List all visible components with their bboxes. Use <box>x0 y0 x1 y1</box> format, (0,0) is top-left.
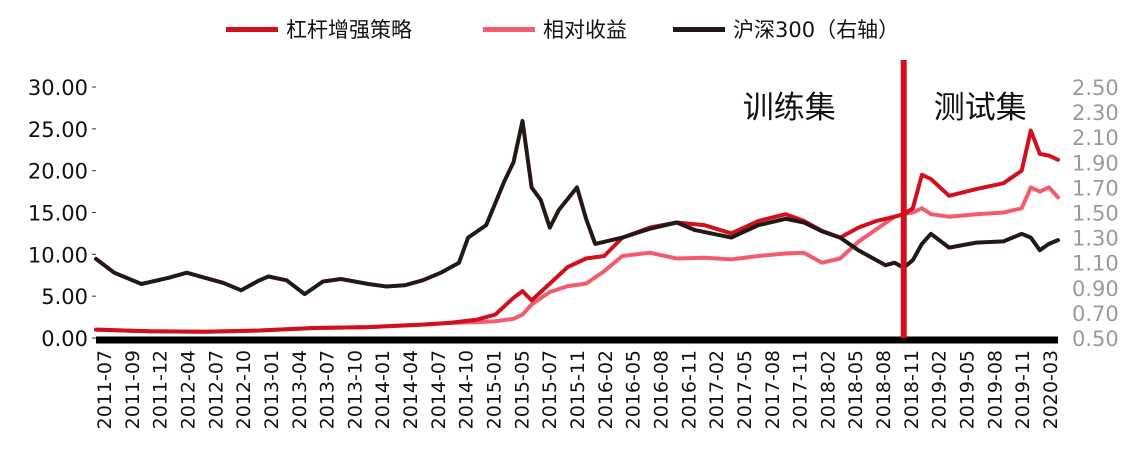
right-tick-label: 2.10 <box>1072 126 1119 150</box>
right-tick-label: 1.30 <box>1072 227 1119 251</box>
x-tick-label: 2017-11 <box>790 350 812 429</box>
right-tick-label: 1.10 <box>1072 252 1119 276</box>
series-line-leverage <box>94 128 1060 334</box>
left-tick-label: 20.00 <box>28 160 88 184</box>
x-tick-label: 2011-09 <box>122 350 144 429</box>
right-tick-label: 2.50 <box>1072 76 1119 100</box>
x-tick-label: 2015-05 <box>511 350 533 429</box>
legend-item: 沪深300（右轴） <box>673 14 899 44</box>
left-tick-label: 10.00 <box>28 243 88 267</box>
right-tick-label: 2.30 <box>1072 101 1119 125</box>
x-tick-label: 2018-11 <box>901 350 923 429</box>
x-tick-label: 2014-10 <box>456 350 478 429</box>
left-tick-label: 25.00 <box>28 118 88 142</box>
left-tick-label: 5.00 <box>41 285 88 309</box>
right-tick-label: 0.50 <box>1072 327 1119 351</box>
x-tick-label: 2015-07 <box>539 350 561 429</box>
legend-item: 杠杆增强策略 <box>226 14 412 44</box>
x-tick-label: 2012-10 <box>233 350 255 429</box>
legend-item: 相对收益 <box>483 14 627 44</box>
x-tick-label: 2014-07 <box>428 350 450 429</box>
test-set-label: 测试集 <box>934 90 1027 126</box>
right-tick-label: 0.90 <box>1072 277 1119 301</box>
left-tick-label: 15.00 <box>28 202 88 226</box>
legend: 杠杆增强策略 相对收益 沪深300（右轴） <box>0 14 1140 44</box>
right-tick-label: 1.90 <box>1072 151 1119 175</box>
x-tick-label: 2017-02 <box>706 350 728 429</box>
x-tick-label: 2012-07 <box>205 350 227 429</box>
legend-swatch <box>226 26 278 32</box>
x-tick-label: 2019-02 <box>929 350 951 429</box>
x-tick-label: 2018-02 <box>817 350 839 429</box>
x-tick-label: 2011-07 <box>94 350 116 429</box>
legend-label: 杠杆增强策略 <box>286 18 412 42</box>
x-tick-label: 2017-08 <box>762 350 784 429</box>
right-tick-label: 1.70 <box>1072 176 1119 200</box>
x-tick-label: 2016-08 <box>651 350 673 429</box>
x-tick-label: 2013-07 <box>317 350 339 429</box>
legend-swatch <box>673 26 725 32</box>
train-set-label: 训练集 <box>743 90 836 126</box>
x-tick-label: 2013-04 <box>289 350 311 429</box>
x-tick-label: 2019-11 <box>1012 350 1034 429</box>
x-tick-label: 2018-08 <box>873 350 895 429</box>
x-tick-label: 2016-02 <box>595 350 617 429</box>
x-tick-label: 2014-04 <box>400 350 422 429</box>
x-tick-label: 2012-04 <box>178 350 200 429</box>
x-tick-label: 2019-08 <box>984 350 1006 429</box>
x-tick-label: 2011-12 <box>150 350 172 429</box>
left-tick-label: 30.00 <box>28 76 88 100</box>
left-tick-label: 0.00 <box>41 327 88 351</box>
x-tick-label: 2016-05 <box>623 350 645 429</box>
legend-swatch <box>483 26 535 32</box>
x-tick-label: 2013-01 <box>261 350 283 429</box>
x-tick-label: 2013-10 <box>344 350 366 429</box>
legend-label: 沪深300（右轴） <box>733 18 900 42</box>
x-tick-label: 2018-05 <box>845 350 867 429</box>
x-tick-label: 2017-05 <box>734 350 756 429</box>
x-tick-label: 2015-11 <box>567 350 589 429</box>
right-tick-label: 1.50 <box>1072 202 1119 226</box>
x-tick-label: 2014-01 <box>372 350 394 429</box>
x-tick-label: 2019-05 <box>957 350 979 429</box>
series-line-csi300 <box>94 118 1060 297</box>
x-tick-label: 2016-11 <box>678 350 700 429</box>
right-tick-label: 0.70 <box>1072 302 1119 326</box>
x-tick-label: 2020-03 <box>1040 350 1062 429</box>
x-tick-label: 2015-01 <box>484 350 506 429</box>
legend-label: 相对收益 <box>543 18 627 42</box>
